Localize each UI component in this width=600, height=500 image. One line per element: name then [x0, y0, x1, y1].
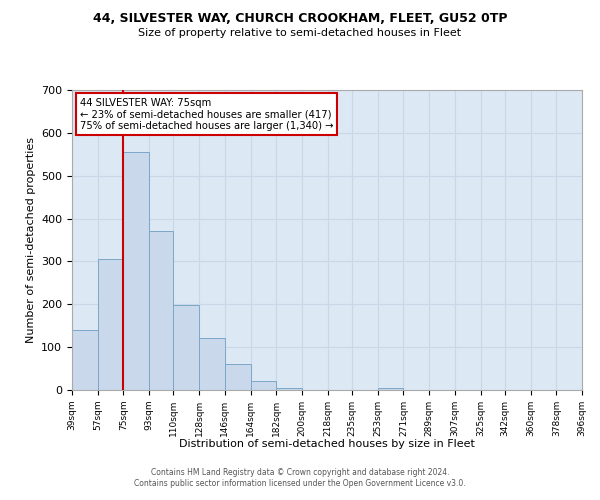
Bar	[199, 338, 225, 390]
Bar	[251, 380, 276, 390]
Text: 44, SILVESTER WAY, CHURCH CROOKHAM, FLEET, GU52 0TP: 44, SILVESTER WAY, CHURCH CROOKHAM, FLEE…	[93, 12, 507, 26]
Text: Contains HM Land Registry data © Crown copyright and database right 2024.
Contai: Contains HM Land Registry data © Crown c…	[134, 468, 466, 487]
Bar	[173, 305, 199, 390]
Bar	[72, 330, 98, 390]
Text: Size of property relative to semi-detached houses in Fleet: Size of property relative to semi-detach…	[139, 28, 461, 38]
Bar	[149, 232, 173, 390]
Bar	[276, 388, 302, 390]
Text: 44 SILVESTER WAY: 75sqm
← 23% of semi-detached houses are smaller (417)
75% of s: 44 SILVESTER WAY: 75sqm ← 23% of semi-de…	[80, 98, 333, 130]
Bar	[225, 364, 251, 390]
Bar	[378, 388, 403, 390]
Bar	[98, 260, 124, 390]
Bar	[124, 152, 149, 390]
Y-axis label: Number of semi-detached properties: Number of semi-detached properties	[26, 137, 35, 343]
X-axis label: Distribution of semi-detached houses by size in Fleet: Distribution of semi-detached houses by …	[179, 439, 475, 449]
